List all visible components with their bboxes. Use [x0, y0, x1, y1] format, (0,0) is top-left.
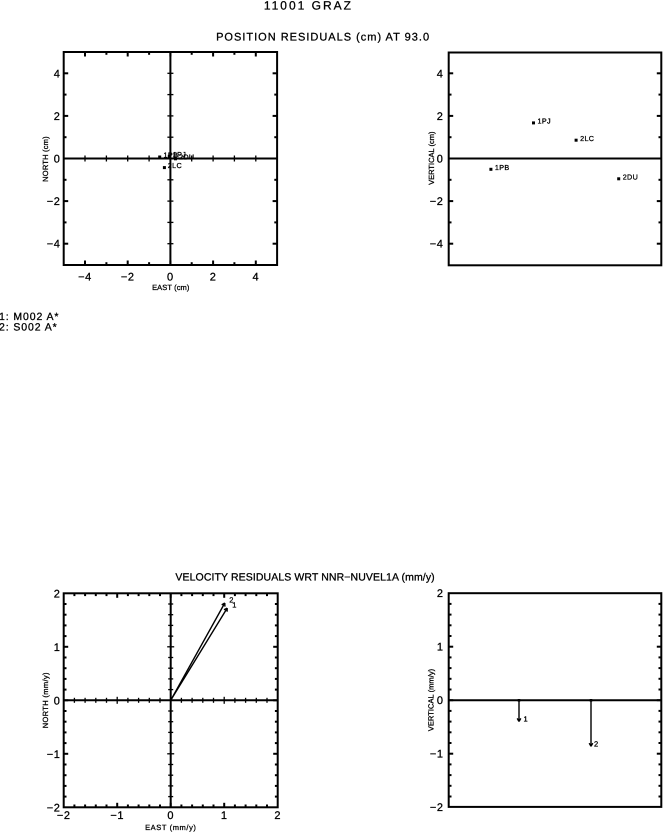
- svg-text:2: 2: [54, 111, 61, 123]
- svg-text:2: 2: [437, 588, 444, 600]
- svg-text:0: 0: [167, 272, 174, 284]
- svg-text:VELOCITY RESIDUALS WRT NNR−NUV: VELOCITY RESIDUALS WRT NNR−NUVEL1A (mm/y…: [175, 572, 434, 584]
- svg-text:11001 GRAZ: 11001 GRAZ: [264, 0, 353, 13]
- svg-text:0: 0: [437, 695, 444, 707]
- svg-text:NORTH (mm/y): NORTH (mm/y): [41, 672, 50, 728]
- svg-text:2DU: 2DU: [623, 172, 638, 181]
- svg-text:2: 2: [229, 595, 233, 604]
- svg-text:NORTH (cm): NORTH (cm): [41, 136, 50, 182]
- svg-text:1: 1: [437, 642, 444, 654]
- svg-text:4: 4: [437, 68, 444, 80]
- svg-text:2LC: 2LC: [168, 161, 182, 170]
- svg-text:2: 2: [54, 588, 61, 600]
- svg-text:1: 1: [232, 601, 236, 610]
- svg-text:EAST (mm/y): EAST (mm/y): [145, 823, 196, 832]
- svg-text:1: 1: [54, 642, 61, 654]
- svg-text:2LC: 2LC: [580, 134, 594, 143]
- svg-text:−4: −4: [78, 272, 92, 284]
- svg-text:4: 4: [54, 68, 61, 80]
- svg-text:2: 2: [437, 111, 444, 123]
- svg-text:−2: −2: [47, 196, 61, 208]
- svg-text:VERTICAL (cm): VERTICAL (cm): [427, 131, 436, 185]
- svg-text:−2: −2: [430, 196, 444, 208]
- svg-text:2DU: 2DU: [179, 152, 194, 161]
- svg-text:1: 1: [524, 715, 528, 724]
- svg-text:0: 0: [437, 154, 444, 166]
- svg-text:POSITION RESIDUALS (cm) AT 93.: POSITION RESIDUALS (cm) AT 93.0: [216, 31, 430, 43]
- svg-text:0: 0: [54, 154, 61, 166]
- svg-text:2: 2: [274, 810, 281, 822]
- svg-text:−2: −2: [430, 802, 444, 814]
- svg-text:−2: −2: [57, 810, 71, 822]
- svg-text:−2: −2: [121, 272, 135, 284]
- svg-text:1: 1: [221, 810, 228, 822]
- svg-text:2: S002 A*: 2: S002 A*: [0, 322, 58, 334]
- svg-text:0: 0: [54, 695, 61, 707]
- svg-text:EAST (cm): EAST (cm): [152, 283, 190, 292]
- svg-text:1PB: 1PB: [495, 163, 510, 172]
- svg-text:−4: −4: [47, 239, 61, 251]
- svg-text:2: 2: [594, 739, 598, 748]
- svg-text:−4: −4: [430, 239, 444, 251]
- svg-text:1PJ: 1PJ: [538, 117, 551, 126]
- svg-text:VERTICAL (mm/y): VERTICAL (mm/y): [427, 668, 436, 731]
- svg-text:4: 4: [252, 272, 259, 284]
- svg-text:1PJ: 1PJ: [173, 150, 186, 159]
- svg-text:−2: −2: [47, 802, 61, 814]
- svg-text:−1: −1: [47, 749, 61, 761]
- svg-text:0: 0: [167, 810, 174, 822]
- svg-text:−1: −1: [430, 749, 444, 761]
- svg-text:2: 2: [210, 272, 217, 284]
- svg-text:−1: −1: [110, 810, 124, 822]
- svg-text:1: M002 A*: 1: M002 A*: [0, 311, 59, 323]
